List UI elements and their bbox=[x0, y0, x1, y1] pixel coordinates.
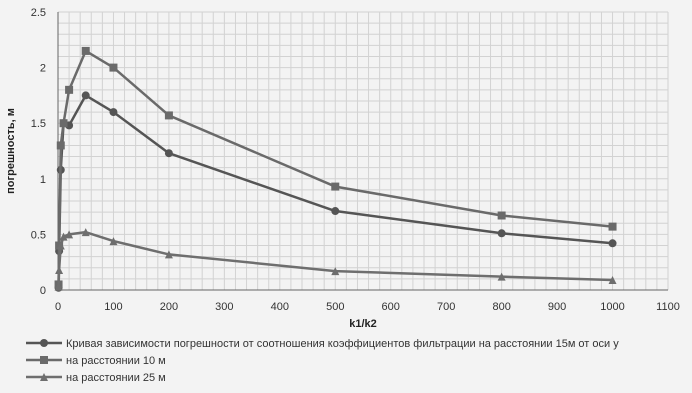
legend-item: на расстоянии 10 м bbox=[26, 355, 166, 367]
x-tick-label: 300 bbox=[215, 301, 233, 313]
data-point bbox=[59, 119, 68, 128]
chart-axes bbox=[57, 12, 668, 291]
data-point bbox=[331, 267, 340, 276]
data-point bbox=[59, 232, 68, 241]
data-point bbox=[164, 111, 173, 120]
legend-marker bbox=[40, 373, 48, 381]
data-point bbox=[608, 239, 617, 248]
data-point bbox=[109, 108, 118, 117]
y-tick-label: 0 bbox=[40, 285, 46, 297]
x-tick-label: 900 bbox=[548, 301, 566, 313]
y-axis-label: погрешность, м bbox=[5, 108, 17, 194]
x-tick-label: 500 bbox=[326, 301, 344, 313]
y-tick-label: 2.5 bbox=[31, 7, 46, 19]
data-point bbox=[109, 63, 118, 72]
x-tick-label: 400 bbox=[271, 301, 289, 313]
y-tick-label: 2 bbox=[40, 63, 46, 75]
legend-label: на расстоянии 10 м bbox=[66, 355, 166, 367]
series-layer bbox=[54, 46, 617, 292]
data-point bbox=[608, 275, 617, 284]
y-tick-labels: 0 0.5 1 1.5 2 2.5 bbox=[31, 7, 46, 297]
y-tick-label: 0.5 bbox=[31, 229, 46, 241]
legend-label: на расстоянии 25 м bbox=[66, 372, 166, 384]
x-tick-label: 200 bbox=[160, 301, 178, 313]
data-point bbox=[497, 272, 506, 281]
data-point bbox=[109, 237, 118, 246]
legend-item: Кривая зависимости погрешности от соотно… bbox=[26, 338, 619, 350]
data-point bbox=[331, 207, 340, 216]
data-point bbox=[608, 222, 617, 231]
data-point bbox=[55, 265, 64, 274]
data-point bbox=[164, 149, 173, 158]
data-point bbox=[65, 85, 74, 94]
x-tick-label: 800 bbox=[492, 301, 510, 313]
data-point bbox=[56, 241, 65, 250]
legend-marker bbox=[40, 339, 48, 347]
x-tick-label: 700 bbox=[437, 301, 455, 313]
x-tick-labels: 0 100 200 300 400 500 600 700 800 900 1000 1100 bbox=[55, 301, 680, 313]
data-point bbox=[497, 229, 506, 238]
x-tick-label: 600 bbox=[382, 301, 400, 313]
data-point bbox=[81, 46, 90, 55]
legend-item: на расстоянии 25 м bbox=[26, 372, 166, 384]
y-tick-label: 1.5 bbox=[31, 118, 46, 130]
data-point bbox=[81, 228, 90, 237]
data-point bbox=[56, 141, 65, 150]
x-axis-label: k1/k2 bbox=[349, 318, 377, 330]
data-point bbox=[497, 211, 506, 220]
legend-label: Кривая зависимости погрешности от соотно… bbox=[66, 338, 619, 350]
chart-grid bbox=[57, 11, 669, 291]
data-point bbox=[331, 182, 340, 191]
legend: Кривая зависимости погрешности от соотно… bbox=[26, 338, 619, 384]
y-tick-label: 1 bbox=[40, 174, 46, 186]
data-point bbox=[81, 91, 90, 100]
series-3 bbox=[54, 228, 617, 291]
data-point bbox=[65, 230, 74, 239]
x-tick-label: 0 bbox=[55, 301, 61, 313]
data-point bbox=[164, 250, 173, 259]
data-point bbox=[54, 282, 63, 291]
x-tick-label: 1000 bbox=[600, 301, 624, 313]
legend-marker bbox=[40, 356, 48, 364]
x-tick-label: 1100 bbox=[656, 301, 680, 313]
x-tick-label: 100 bbox=[104, 301, 122, 313]
